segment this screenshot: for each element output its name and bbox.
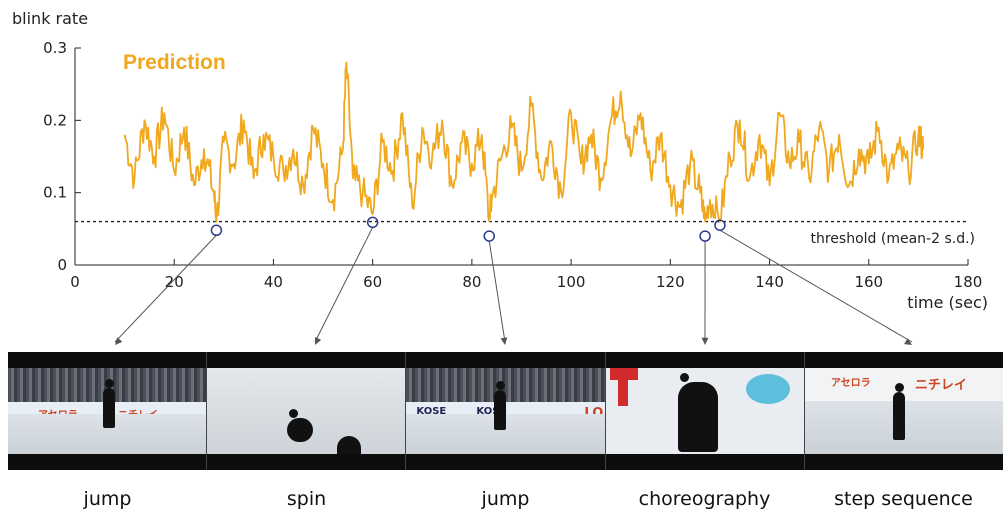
- series-label-prediction: Prediction: [123, 51, 226, 74]
- skater-figure: [103, 379, 115, 428]
- frame-label: jump: [481, 488, 530, 510]
- board-red-shape: [617, 368, 628, 406]
- frame-jump-1: アセロラ ニチレイ: [8, 352, 208, 470]
- dip-arrowhead: [904, 338, 912, 345]
- dip-marker: [483, 230, 496, 242]
- spectator-head: [337, 436, 362, 454]
- dip-marker: [714, 219, 726, 231]
- x-axis-label: time (sec): [907, 293, 988, 312]
- logo-shape: [745, 374, 790, 404]
- frame-choreography: [605, 352, 805, 470]
- x-tick-label: 140: [755, 273, 784, 291]
- frame-spin: [207, 352, 407, 470]
- board-text: KOSE: [416, 406, 447, 417]
- x-tick-label: 160: [854, 273, 883, 291]
- dip-markers: [114, 216, 913, 345]
- frame-label: spin: [286, 488, 327, 510]
- dip-connector: [114, 234, 217, 343]
- x-tick-label: 120: [656, 273, 685, 291]
- dip-arrowhead: [115, 337, 123, 345]
- y-axis-label: blink rate: [12, 9, 88, 28]
- skater-figure: [677, 373, 718, 452]
- y-tick-label: 0.3: [43, 39, 67, 57]
- dip-marker: [210, 224, 223, 237]
- prediction-series-line: [123, 61, 925, 223]
- x-tick-label: 80: [462, 273, 481, 291]
- dip-connector: [719, 229, 913, 343]
- frame-label: choreography: [638, 488, 771, 510]
- skater-figure: [892, 383, 905, 440]
- skater-figure: [494, 381, 507, 430]
- x-tick-label: 0: [70, 273, 80, 291]
- board-text: ニチレイ: [914, 378, 967, 393]
- dip-connector: [488, 240, 506, 343]
- dip-arrowhead: [314, 337, 322, 345]
- dip-marker: [699, 230, 711, 242]
- threshold-label: threshold (mean-2 s.d.): [811, 231, 976, 247]
- x-tick-label: 40: [264, 273, 283, 291]
- x-tick-label: 60: [363, 273, 382, 291]
- skater-figure: [287, 409, 314, 442]
- frame-label: jump: [83, 488, 132, 510]
- x-tick-label: 180: [954, 273, 983, 291]
- board-text: アセロラ: [830, 378, 871, 389]
- frame-step-sequence: アセロラ ニチレイ: [804, 352, 1003, 470]
- blink-rate-chart: blink rate Prediction 0 20 40 60 80 100 120 140…: [12, 9, 988, 345]
- y-tick-label: 0: [57, 256, 67, 274]
- dip-arrowhead: [701, 337, 709, 345]
- dip-marker: [366, 216, 379, 229]
- frame-labels: jump spin jump choreography step sequenc…: [8, 488, 1003, 510]
- dip-connector: [314, 227, 374, 343]
- board-text: KOSE: [476, 406, 507, 417]
- frame-label: step sequence: [834, 488, 973, 510]
- frame-jump-2: KOSE KOSE LO: [406, 352, 606, 470]
- tick-group: 0 20 40 60 80 100 120 140 160 180 0 0.1 0.2 0.3: [43, 39, 982, 291]
- y-tick-label: 0.2: [43, 111, 67, 129]
- x-tick-label: 100: [557, 273, 586, 291]
- x-tick-label: 20: [165, 273, 184, 291]
- frame-strip: アセロラ ニチレイ KOSE KOSE LO: [8, 352, 1003, 470]
- dip-arrowhead: [500, 337, 508, 345]
- y-tick-label: 0.1: [43, 184, 67, 202]
